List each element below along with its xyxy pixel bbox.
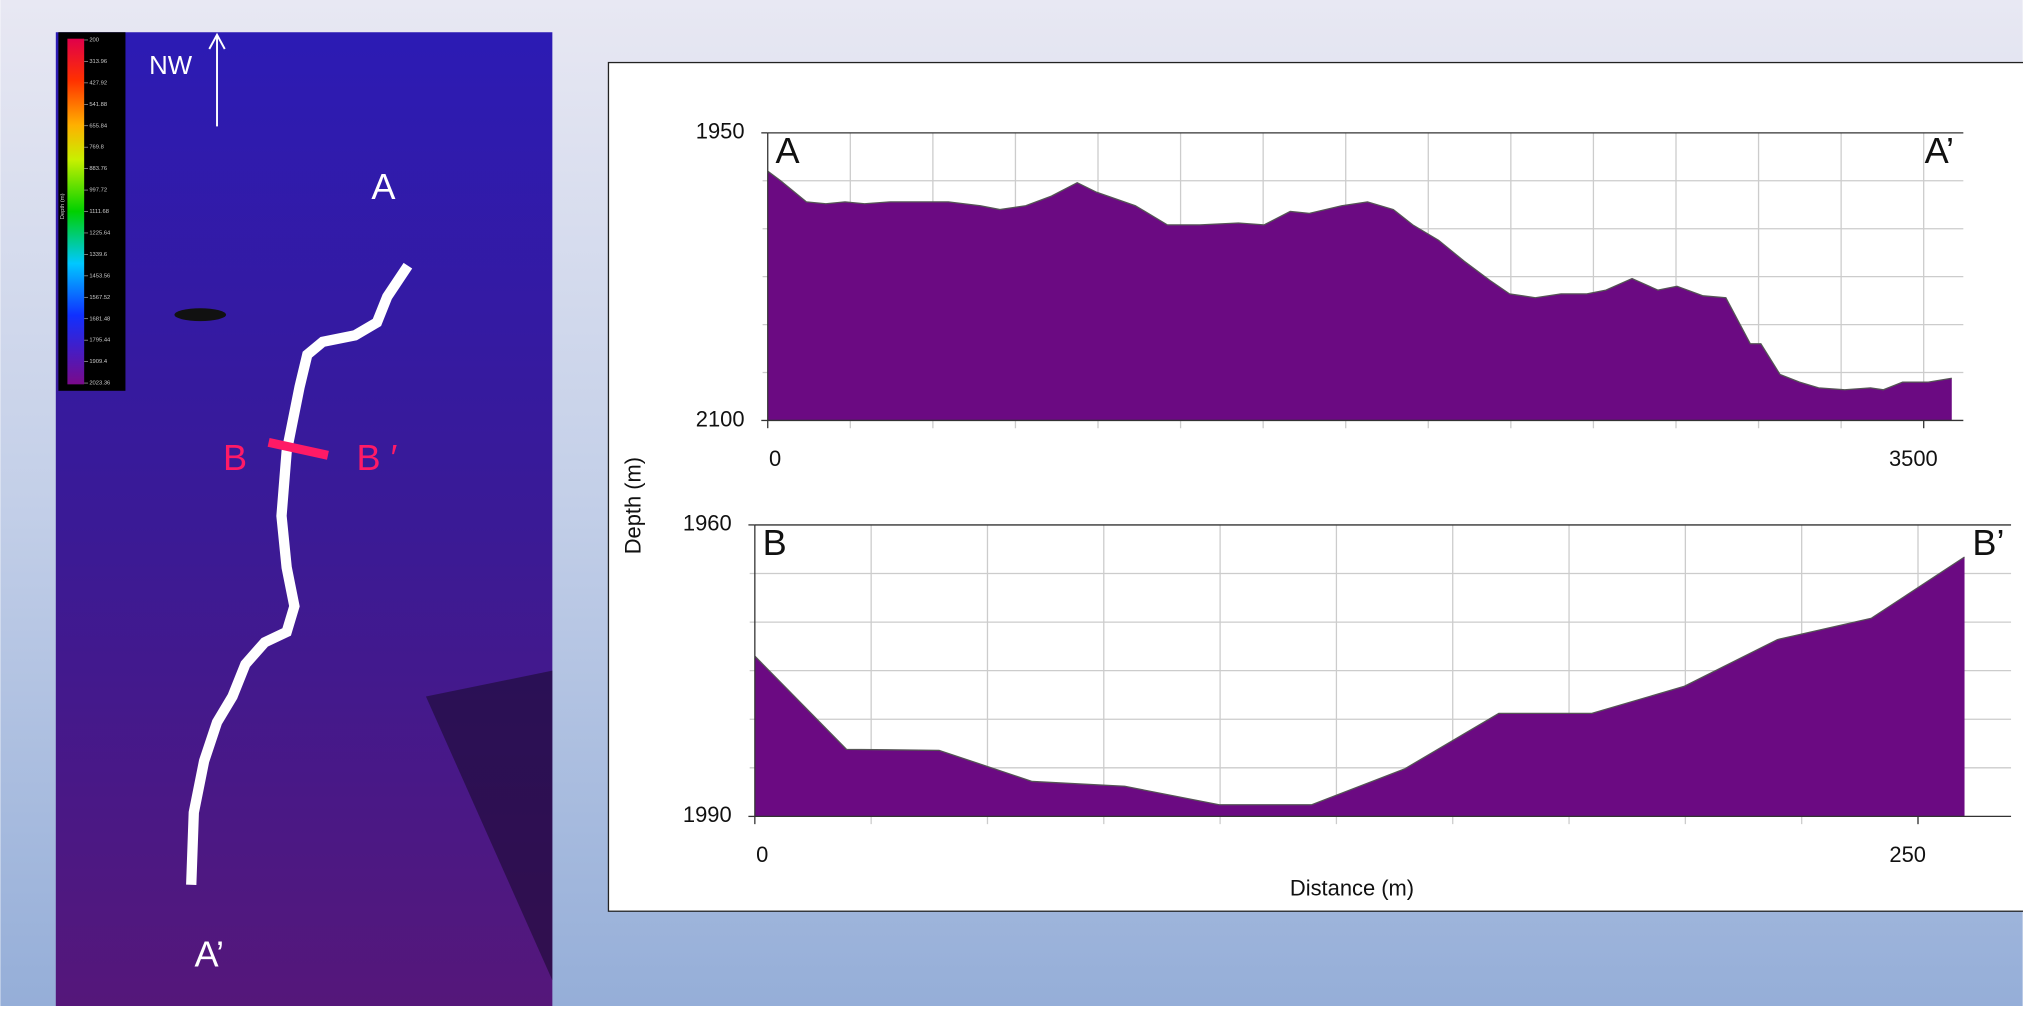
page: Depth (m) 200 313.96 427.92 541.88 655.84 769… xyxy=(0,0,2023,1006)
map-label: B xyxy=(223,437,247,478)
y-tick-label: 1990 xyxy=(683,802,732,827)
colorbar-tick-label: 997.72 xyxy=(89,188,107,194)
x-tick-label: 0 xyxy=(756,842,768,867)
x-axis-label: Distance (m) xyxy=(1290,876,1414,901)
north-label: NW xyxy=(149,52,193,80)
profile-label: B’ xyxy=(1972,522,2004,563)
x-tick-label: 250 xyxy=(1889,842,1926,867)
y-tick-label: 1960 xyxy=(683,511,732,536)
colorbar-tick-label: 655.84 xyxy=(89,123,108,129)
colorbar-tick-label: 883.76 xyxy=(89,166,107,172)
profile-label: A’ xyxy=(1925,130,1954,171)
bathymetry xyxy=(56,32,553,1006)
profile-label: A xyxy=(775,130,800,171)
x-tick-label: 3500 xyxy=(1889,446,1938,471)
y-tick-label: 1950 xyxy=(696,119,745,144)
map-feature xyxy=(174,308,226,321)
colorbar-tick-label: 2023.36 xyxy=(89,381,110,387)
colorbar-tick-label: 313.96 xyxy=(89,59,107,65)
map: Depth (m) 200 313.96 427.92 541.88 655.84 769… xyxy=(56,32,553,1006)
colorbar-tick-label: 769.8 xyxy=(89,145,104,151)
colorbar-tick-label: 1339.6 xyxy=(89,252,107,258)
colorbar-tick-label: 1225.64 xyxy=(89,230,111,236)
map-label: A’ xyxy=(195,934,224,975)
colorbar-tick-label: 541.88 xyxy=(89,102,107,108)
map-label: A xyxy=(371,166,396,207)
colorbar-tick-label: 1681.48 xyxy=(89,316,110,322)
figure: Depth (m) 200 313.96 427.92 541.88 655.84 769… xyxy=(0,0,2023,1006)
colorbar-tick-label: 1111.68 xyxy=(89,209,109,215)
profile-label: B xyxy=(763,522,787,563)
colorbar-tick-label: 1795.44 xyxy=(89,338,111,344)
colorbar-title: Depth (m) xyxy=(60,193,66,219)
y-tick-label: 2100 xyxy=(696,406,745,431)
colorbar-tick-label: 1909.4 xyxy=(89,359,108,365)
colorbar-tick-label: 1453.56 xyxy=(89,273,110,279)
colorbar xyxy=(67,39,84,385)
colorbar-tick-label: 200 xyxy=(89,38,99,44)
colorbar-tick-label: 1567.52 xyxy=(89,295,110,301)
y-axis-label: Depth (m) xyxy=(621,457,646,554)
colorbar-tick-label: 427.92 xyxy=(89,80,107,86)
map-label: B ′ xyxy=(357,437,398,478)
x-tick-label: 0 xyxy=(769,446,781,471)
